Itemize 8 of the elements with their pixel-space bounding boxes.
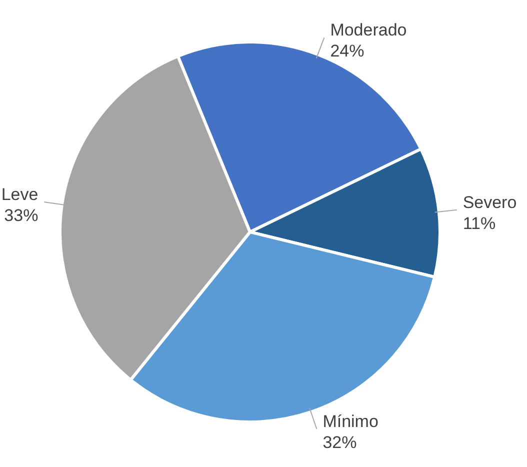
- data-label: 24%: [330, 42, 364, 61]
- slice-label: Severo: [462, 192, 517, 212]
- slice-label: Leve: [1, 184, 38, 204]
- data-label: 32%: [322, 433, 357, 452]
- data-label: 33%: [4, 206, 38, 225]
- slice-label: Mínimo: [322, 412, 378, 432]
- data-label: 11%: [462, 214, 496, 233]
- slice-label: Moderado: [330, 20, 407, 40]
